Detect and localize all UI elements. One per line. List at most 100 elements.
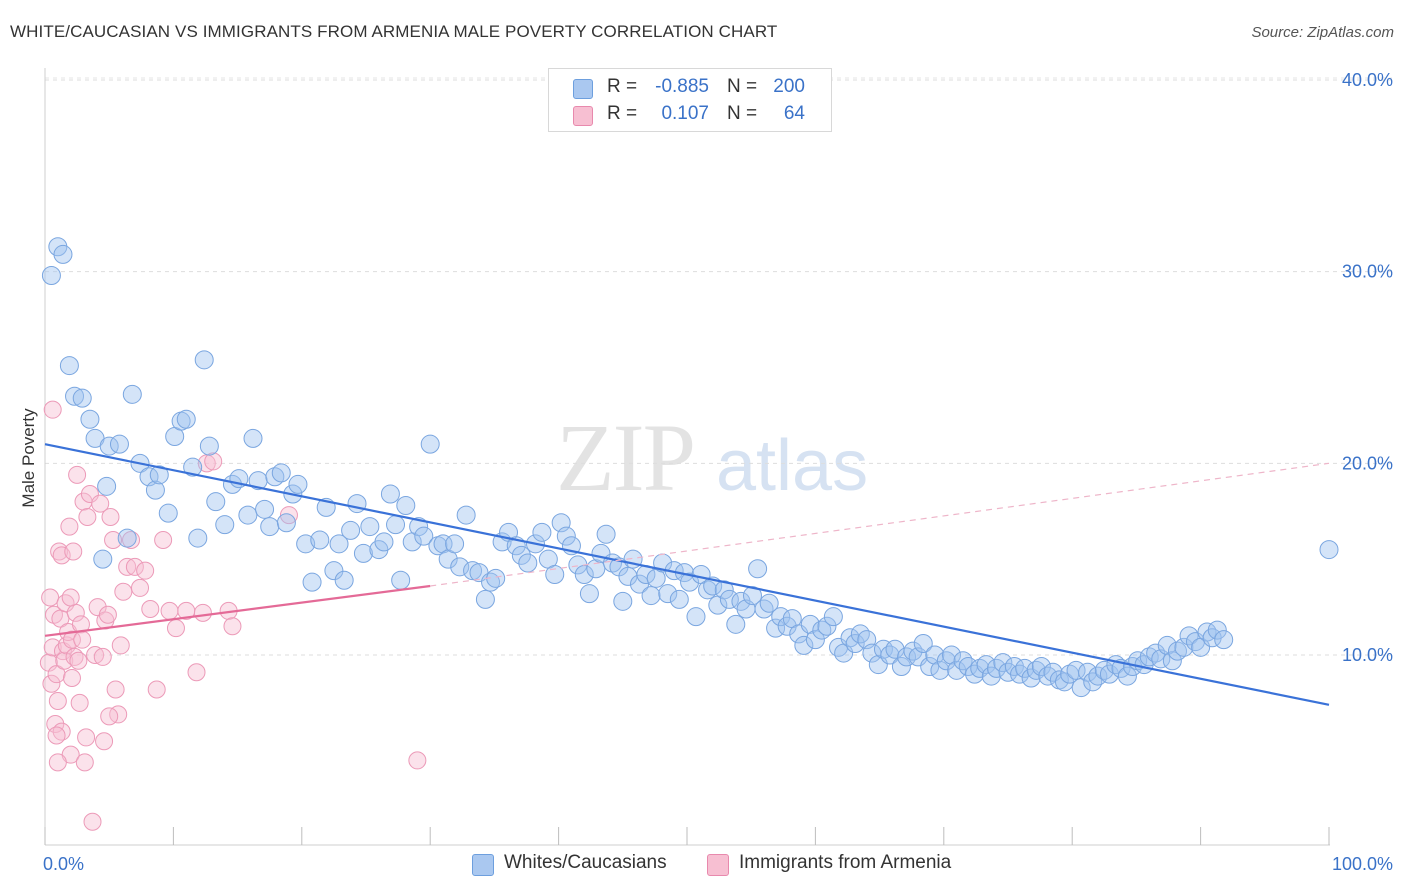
- point-armenia: [52, 546, 71, 565]
- point-whites: [324, 561, 344, 581]
- stats-legend: R = -0.885 N = 200 R = 0.107 N = 64: [548, 68, 832, 132]
- point-armenia: [95, 732, 114, 751]
- point-whites: [845, 634, 865, 653]
- x-tick-label-min: 0.0%: [43, 854, 84, 874]
- point-whites: [145, 480, 165, 500]
- legend-row-whites: R = -0.885 N = 200: [549, 74, 831, 100]
- point-whites: [942, 645, 962, 665]
- point-armenia: [131, 578, 150, 597]
- y-axis-label: Male Poverty: [19, 408, 38, 508]
- trend-line-whites: [44, 443, 1330, 706]
- point-armenia: [61, 588, 80, 607]
- point-whites: [302, 572, 322, 592]
- series-armenia-points: [39, 400, 427, 831]
- point-armenia: [73, 630, 92, 649]
- point-whites: [334, 570, 354, 590]
- point-whites: [511, 545, 531, 565]
- point-whites: [714, 580, 734, 600]
- point-armenia: [408, 751, 427, 770]
- point-whites: [719, 589, 739, 609]
- point-whites: [669, 589, 689, 609]
- point-whites: [93, 549, 113, 569]
- point-whites: [271, 463, 291, 483]
- point-whites: [658, 584, 678, 604]
- point-whites: [903, 641, 923, 661]
- point-armenia: [75, 753, 94, 772]
- point-whites: [641, 586, 661, 606]
- point-whites: [353, 543, 373, 563]
- point-whites: [260, 517, 280, 537]
- point-whites: [771, 607, 791, 627]
- point-armenia: [48, 692, 67, 710]
- point-whites: [450, 557, 470, 577]
- point-armenia: [122, 531, 141, 549]
- point-whites: [288, 474, 308, 494]
- point-armenia: [62, 669, 81, 687]
- point-armenia: [43, 400, 62, 419]
- point-whites: [41, 266, 61, 285]
- point-armenia: [70, 693, 89, 712]
- chart-title: WHITE/CAUCASIAN VS IMMIGRANTS FROM ARMEN…: [10, 22, 778, 41]
- point-whites: [823, 607, 843, 627]
- point-armenia: [86, 646, 105, 664]
- point-whites: [59, 356, 79, 376]
- point-whites: [1157, 635, 1177, 655]
- point-whites: [579, 584, 599, 604]
- point-whites: [794, 635, 814, 655]
- point-whites: [360, 517, 380, 537]
- point-armenia: [147, 680, 166, 699]
- point-whites: [149, 465, 169, 485]
- point-whites: [97, 476, 117, 496]
- point-whites: [296, 534, 316, 554]
- point-whites: [925, 645, 945, 665]
- legend-n-value: 200: [773, 76, 805, 97]
- legend-r-value: 0.107: [661, 103, 709, 124]
- series-whites-points: [41, 237, 1339, 698]
- point-armenia: [111, 636, 130, 655]
- bottom-legend-label-whites: Whites/Caucasians: [504, 852, 667, 873]
- point-armenia: [136, 561, 155, 580]
- point-armenia: [83, 812, 102, 831]
- bottom-legend-swatch-armenia: [707, 854, 729, 876]
- y-tick-label: 30.0%: [1342, 262, 1393, 282]
- point-whites: [396, 496, 416, 515]
- point-whites: [754, 599, 774, 619]
- point-armenia: [60, 517, 79, 536]
- trend-lines: [44, 443, 1330, 706]
- legend-n-label: N =: [727, 76, 758, 97]
- point-whites: [80, 409, 100, 429]
- point-whites: [586, 559, 606, 579]
- point-armenia: [77, 728, 96, 747]
- point-armenia: [101, 508, 120, 526]
- point-whites: [117, 528, 137, 548]
- point-armenia: [91, 494, 110, 513]
- point-whites: [158, 503, 178, 523]
- legend-row-armenia: R = 0.107 N = 64: [549, 101, 831, 127]
- point-whites: [109, 434, 129, 454]
- point-armenia: [279, 506, 298, 525]
- point-whites: [380, 484, 400, 504]
- point-whites: [1146, 643, 1166, 663]
- point-whites: [1031, 657, 1051, 676]
- point-whites: [386, 515, 406, 535]
- point-whites: [206, 492, 226, 512]
- point-armenia: [46, 715, 65, 733]
- point-armenia: [223, 617, 242, 636]
- point-armenia: [78, 508, 97, 526]
- point-whites: [183, 457, 203, 477]
- point-whites: [759, 593, 779, 613]
- point-whites: [532, 522, 552, 542]
- legend-r-label: R =: [607, 76, 638, 97]
- point-armenia: [71, 615, 90, 634]
- point-whites: [1038, 666, 1058, 686]
- point-armenia: [187, 663, 206, 682]
- point-whites: [1117, 666, 1137, 686]
- watermark-atlas: atlas: [716, 426, 868, 506]
- point-whites: [255, 499, 275, 519]
- point-armenia: [48, 753, 67, 772]
- point-whites: [518, 553, 538, 573]
- point-armenia: [118, 557, 137, 576]
- legend-r-value: -0.885: [655, 76, 709, 97]
- point-armenia: [114, 582, 133, 601]
